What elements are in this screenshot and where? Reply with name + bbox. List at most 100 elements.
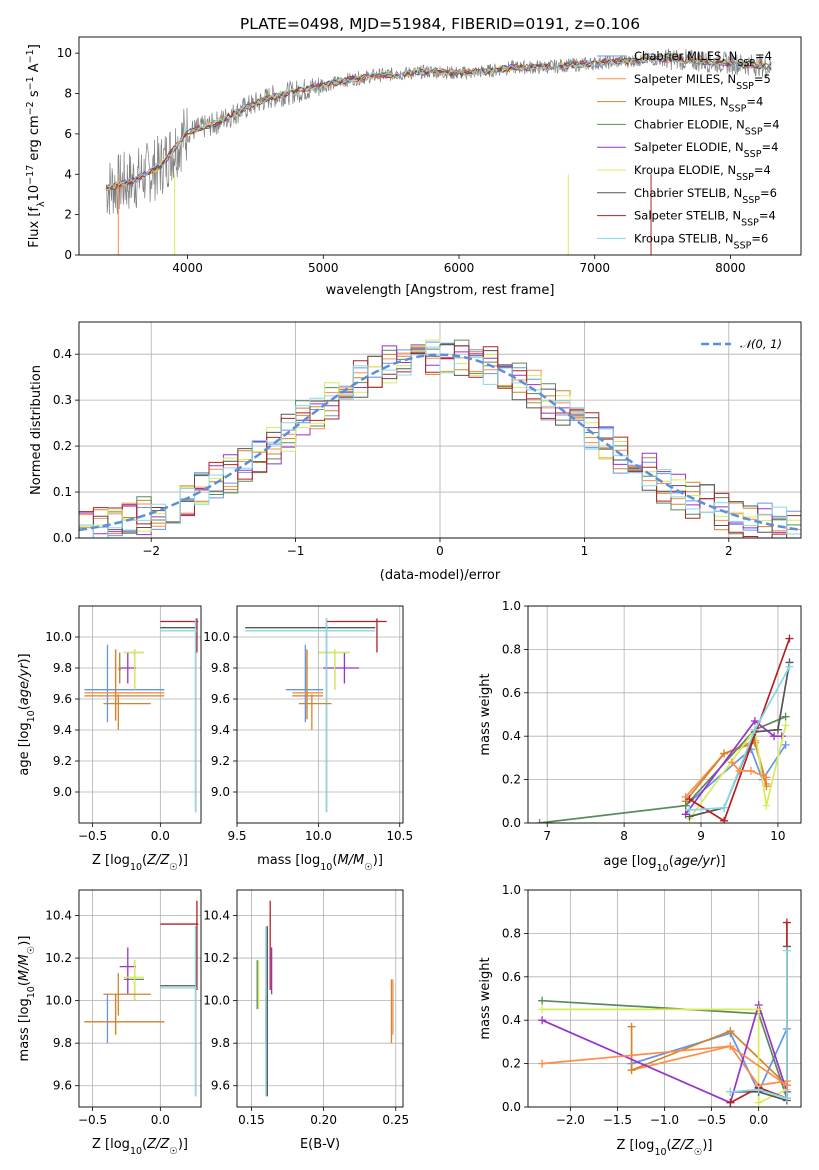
axes-mass_weight_vs_Z: −2.0 −1.5 −1.0 −0.5 0.0 0.0 0.2 0.4 0.6 0.8 1.0 Z [… (478, 883, 802, 1158)
y-tick-label: 0.2 (53, 439, 72, 453)
y-tick-label: 10.0 (203, 630, 230, 644)
weight-marker (681, 801, 690, 810)
x-tick-label: −1.5 (603, 1113, 632, 1127)
legend-label: 𝒩(0, 1) (740, 337, 782, 351)
x-tick-label: 5000 (308, 261, 339, 275)
weight-series-1 (631, 1045, 788, 1087)
x-tick-label: 7000 (579, 261, 610, 275)
y-tick-label: 2 (64, 208, 72, 222)
y-tick-label: 0.6 (502, 686, 521, 700)
axes-mass_vs_Z: −0.5 0.0 9.6 9.8 10.0 10.2 10.4 Z [log10(Z/Z☉)]… (17, 889, 202, 1157)
y-tick-label: 10 (57, 46, 72, 60)
weight-marker (538, 996, 547, 1005)
x-tick-label: 0.20 (310, 1113, 337, 1127)
y-tick-label: 0 (64, 248, 72, 262)
x-tick-label: 0.25 (382, 1113, 409, 1127)
x-tick-label: −0.5 (78, 829, 107, 843)
x-tick-label: 9.5 (227, 829, 246, 843)
model-spectrum-6 (105, 55, 772, 191)
y-tick-label: 9.6 (211, 1079, 230, 1093)
weight-marker (538, 1059, 547, 1068)
weight-marker (627, 1066, 636, 1075)
y-tick-label: 0.2 (502, 773, 521, 787)
plot-area (84, 900, 199, 1097)
weight-marker (781, 712, 790, 721)
axes-frame (527, 605, 802, 824)
weight-marker (726, 1042, 735, 1051)
plot-area (538, 918, 791, 1107)
y-tick-label: 0.8 (502, 926, 521, 940)
x-tick-label: 4000 (172, 261, 203, 275)
weight-marker (726, 1027, 735, 1036)
observed-spectrum (105, 48, 772, 215)
x-tick-label: 0.0 (151, 1113, 170, 1127)
weight-series-4 (541, 1002, 788, 1104)
weight-marker (720, 803, 729, 812)
weight-marker (627, 1022, 636, 1031)
y-tick-label: 0.3 (53, 393, 72, 407)
y-tick-label: 10.2 (45, 951, 72, 965)
weight-marker (727, 758, 736, 767)
y-tick-label: 0.0 (502, 1100, 521, 1114)
y-tick-label: 9.0 (211, 785, 230, 799)
y-tick-label: 9.2 (211, 754, 230, 768)
weight-marker (754, 1085, 763, 1094)
y-tick-label: 9.8 (53, 1036, 72, 1050)
y-tick-label: 9.4 (53, 723, 72, 737)
y-tick-label: 9.6 (53, 692, 72, 706)
x-axis-label: Z [log10(Z/Z☉)] (92, 1137, 188, 1157)
y-tick-label: 0.0 (53, 531, 72, 545)
y-tick-label: 0.0 (502, 816, 521, 830)
model-spectrum-7 (105, 55, 772, 190)
legend: Chabrier MILES, NSSP=4 Salpeter MILES, NS… (597, 49, 780, 251)
weight-marker (782, 1094, 791, 1103)
x-tick-label: −0.5 (78, 1113, 107, 1127)
axes-frame (527, 889, 802, 1108)
x-tick-label: 2 (725, 544, 733, 558)
y-tick-label: 10.0 (45, 994, 72, 1008)
weight-marker (750, 717, 759, 726)
weight-series-0 (631, 1028, 788, 1094)
axes-mass_vs_ebv: 0.15 0.20 0.25 9.6 9.8 10.0 10.2 10.4 E(B-V) (203, 889, 409, 1152)
x-axis-label: mass [log10(M/M☉)] (257, 853, 383, 873)
x-axis-label: E(B-V) (300, 1137, 340, 1152)
x-tick-label: 0.15 (238, 1113, 265, 1127)
y-tick-label: 10.4 (203, 909, 230, 923)
x-tick-label: 9 (697, 829, 705, 843)
weight-marker (720, 749, 729, 758)
y-tick-label: 10.2 (203, 951, 230, 965)
axes-age_vs_mass: 9.5 10.0 10.5 9.0 9.2 9.4 9.6 9.8 10.0 mass [log1… (203, 605, 413, 873)
legend-label: Chabrier ELODIE, NSSP=4 (634, 117, 780, 137)
axes-frame (78, 889, 202, 1108)
axes-frame (78, 36, 802, 256)
y-tick-label: 1.0 (502, 599, 521, 613)
weight-marker (720, 816, 729, 823)
plot-area (245, 618, 387, 813)
x-tick-label: −0.5 (697, 1113, 726, 1127)
legend-label: Salpeter MILES, NSSP=5 (634, 72, 771, 92)
weight-marker (782, 946, 791, 955)
weight-marker (785, 634, 794, 643)
y-tick-label: 0.1 (53, 485, 72, 499)
x-tick-label: −1 (287, 544, 305, 558)
weight-marker (785, 662, 794, 671)
y-tick-label: 9.8 (211, 1036, 230, 1050)
y-tick-label: 9.6 (211, 692, 230, 706)
y-tick-label: 0.8 (502, 642, 521, 656)
x-tick-label: 0 (436, 544, 444, 558)
x-tick-label: −1.0 (650, 1113, 679, 1127)
plot-area (79, 339, 801, 538)
y-tick-label: 0.4 (502, 1013, 521, 1027)
weight-marker (538, 1016, 547, 1025)
axes-frame (236, 605, 404, 824)
y-axis-label: mass weight (478, 673, 493, 755)
x-axis-label: Z [log10(Z/Z☉)] (617, 1138, 713, 1158)
legend-label: Kroupa STELIB, NSSP=6 (634, 231, 768, 251)
plot-area (535, 634, 794, 823)
plot-area (105, 48, 772, 255)
histogram-8 (79, 346, 801, 538)
x-tick-label: 6000 (444, 261, 475, 275)
plot-area (84, 618, 199, 813)
x-tick-label: 0.0 (151, 829, 170, 843)
y-axis-label: Normed distribution (29, 365, 44, 495)
